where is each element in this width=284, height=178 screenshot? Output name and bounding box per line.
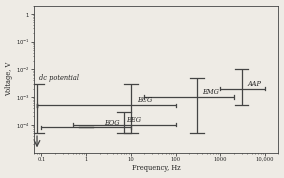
Text: dc potential: dc potential: [39, 74, 79, 82]
Text: AAP: AAP: [247, 80, 261, 88]
Y-axis label: Voltage, V: Voltage, V: [6, 62, 14, 96]
Text: EEG: EEG: [126, 116, 141, 124]
Text: EMG: EMG: [202, 88, 219, 96]
X-axis label: Frequency, Hz: Frequency, Hz: [132, 164, 181, 172]
Text: EOG: EOG: [104, 119, 119, 127]
Text: ECG: ECG: [137, 96, 153, 104]
